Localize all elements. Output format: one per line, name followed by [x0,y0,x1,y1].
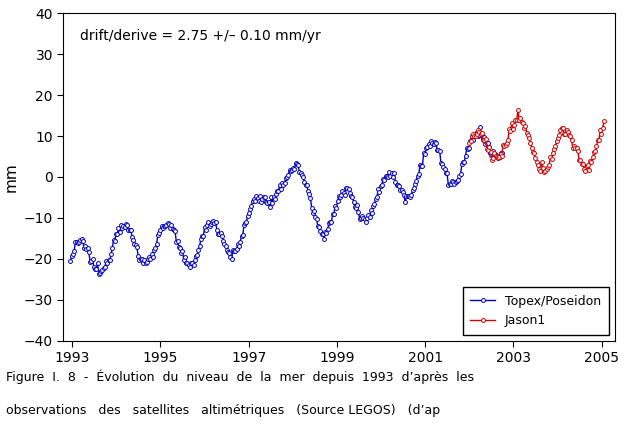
Legend: Topex/Poseidon, Jason1: Topex/Poseidon, Jason1 [463,288,609,335]
Text: Figure  I.  8  -  Évolution  du  niveau  de  la  mer  depuis  1993  d’après  les: Figure I. 8 - Évolution du niveau de la … [6,369,474,384]
Line: Jason1: Jason1 [467,108,606,174]
Topex/Poseidon [67,259,74,264]
Jason1 [510,122,518,128]
Topex/Poseidon [499,151,507,156]
Jason1 [600,119,608,124]
Text: observations   des   satellites   altimétriques   (Source LEGOS)   (d’ap: observations des satellites altimétrique… [6,404,441,417]
Topex/Poseidon [239,232,247,238]
Jason1 [541,169,549,174]
Jason1 [503,140,510,146]
Jason1 [539,165,547,170]
Topex/Poseidon [248,203,256,208]
Jason1 [514,107,522,112]
Jason1 [476,129,483,135]
Jason1 [540,170,548,175]
Topex/Poseidon [159,225,167,230]
Jason1 [465,140,473,146]
Topex/Poseidon [477,124,484,129]
Topex/Poseidon [95,272,103,277]
Topex/Poseidon [108,245,116,250]
Text: drift/derive = 2.75 +/– 0.10 mm/yr: drift/derive = 2.75 +/– 0.10 mm/yr [80,30,321,44]
Line: Topex/Poseidon: Topex/Poseidon [68,125,505,276]
Topex/Poseidon [488,153,495,158]
Jason1 [557,128,564,133]
Topex/Poseidon [157,227,164,232]
Y-axis label: mm: mm [3,162,18,192]
